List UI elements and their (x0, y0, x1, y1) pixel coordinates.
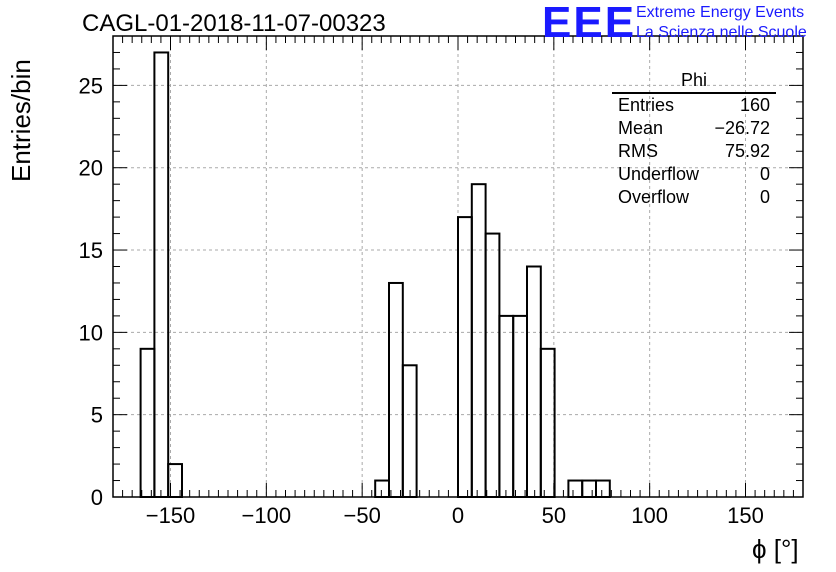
stats-value: 160 (739, 95, 770, 115)
histogram-bin (484, 232, 501, 498)
stats-value: 0 (759, 187, 770, 207)
stats-label: Mean (618, 118, 664, 138)
x-tick-label: −100 (242, 503, 292, 528)
stats-value: 75.92 (724, 141, 770, 161)
stats-value: 0 (759, 164, 770, 184)
chart-title: CAGL-01-2018-11-07-00323 (82, 10, 386, 37)
y-tick-label: 5 (91, 403, 103, 428)
histogram-bin (401, 364, 418, 498)
histogram-bin (526, 265, 542, 498)
stats-label: Overflow (618, 187, 690, 207)
axes (112, 35, 804, 498)
histogram-bin (470, 183, 487, 499)
histogram-bin (595, 479, 611, 498)
stats-row-overflow: Overflow 0 (612, 186, 776, 209)
stats-row-entries: Entries 160 (612, 94, 776, 117)
x-tick-label: −150 (146, 503, 196, 528)
x-tick-label: −50 (344, 503, 381, 528)
x-tick-label: 150 (727, 503, 764, 528)
stats-label: Entries (618, 95, 675, 115)
y-tick-label: 10 (79, 320, 103, 345)
histogram-bin (139, 347, 156, 499)
logo-text-line-1: Extreme Energy Events (636, 4, 805, 21)
x-tick-label: 0 (452, 503, 464, 528)
histogram-bin (153, 51, 170, 498)
stats-value: −26.72 (714, 118, 770, 138)
y-axis-label: Entries/bin (6, 59, 36, 182)
histogram-bin (388, 281, 404, 499)
stats-row-rms: RMS 75.92 (612, 140, 776, 163)
eee-logo: EEE (542, 0, 637, 47)
statistics-box: Phi Entries 160 Mean −26.72 RMS 75.92 Un… (612, 70, 776, 209)
y-tick-label: 25 (79, 73, 103, 98)
histogram-bin (539, 347, 556, 499)
histogram-bin (374, 479, 391, 498)
histogram-bin (512, 314, 529, 498)
stats-label: RMS (618, 141, 658, 161)
histogram-layer (139, 51, 611, 499)
stats-title: Phi (612, 70, 776, 94)
tick-labels: −150 −100 −50 0 50 100 150 0 5 10 15 20 25 (79, 73, 764, 528)
stats-row-underflow: Underflow 0 (612, 163, 776, 186)
y-tick-label: 15 (79, 238, 103, 263)
x-tick-label: 50 (542, 503, 566, 528)
histogram-bin (581, 479, 598, 498)
x-tick-label: 100 (631, 503, 668, 528)
stats-row-mean: Mean −26.72 (612, 117, 776, 140)
stats-label: Underflow (618, 164, 700, 184)
histogram-bin (567, 479, 584, 498)
logo-text-line-2: La Scienza nelle Scuole (636, 24, 807, 41)
x-axis-label: ϕ [°] (752, 534, 799, 564)
y-tick-label: 20 (79, 156, 103, 181)
y-tick-label: 0 (91, 485, 103, 510)
histogram-bin (457, 216, 473, 498)
histogram-bin (498, 314, 515, 498)
